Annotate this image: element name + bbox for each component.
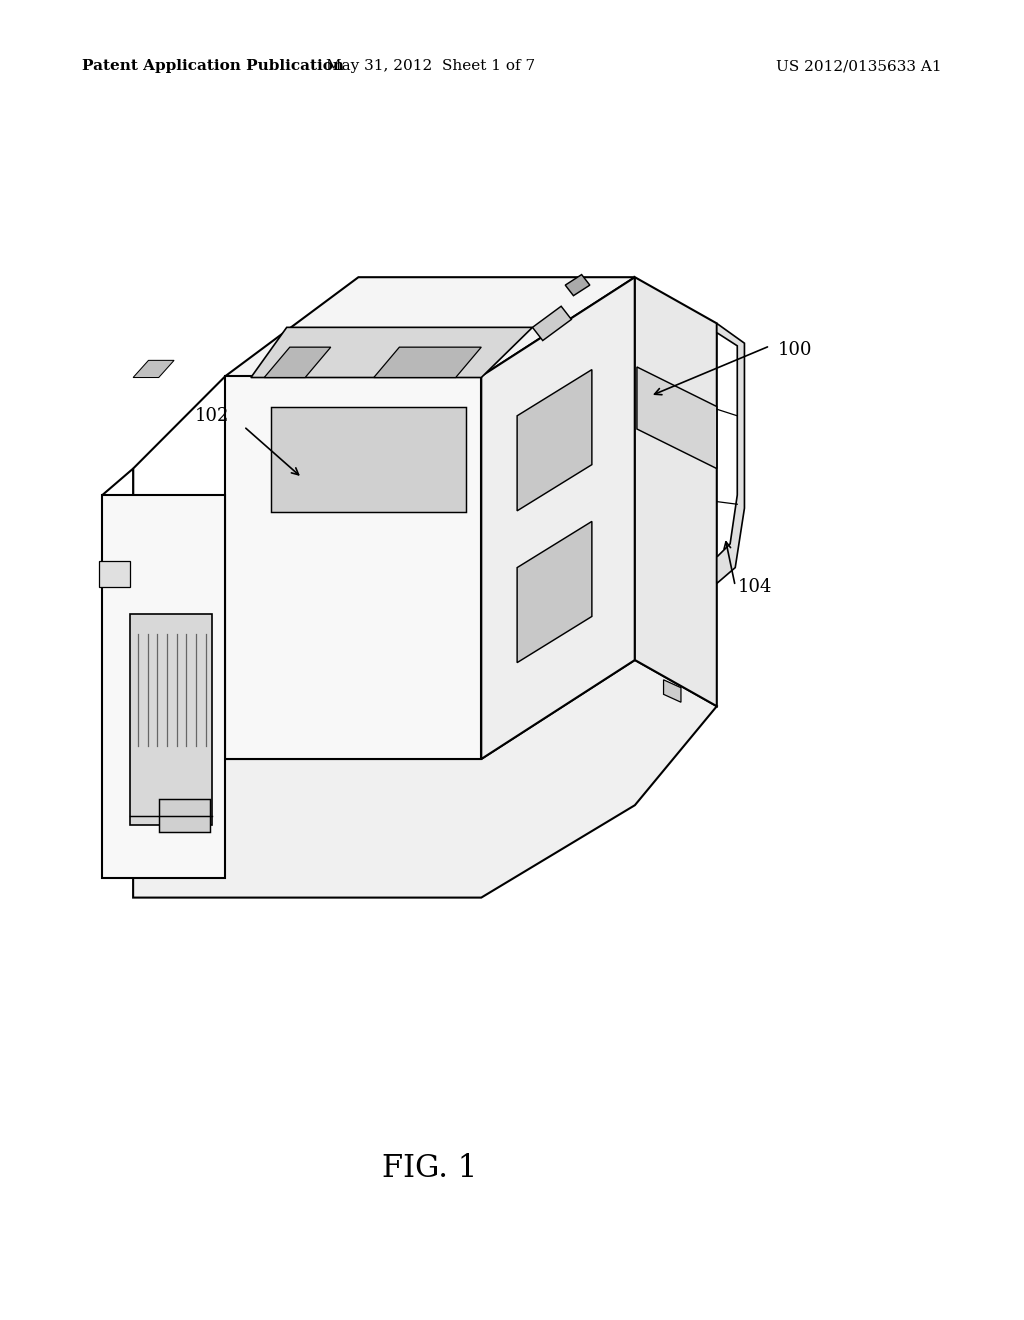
Polygon shape	[159, 799, 210, 832]
Polygon shape	[251, 327, 532, 378]
Text: FIG. 1: FIG. 1	[382, 1152, 478, 1184]
Polygon shape	[637, 367, 717, 469]
Polygon shape	[133, 660, 717, 898]
Text: 100: 100	[778, 341, 813, 359]
Polygon shape	[264, 347, 331, 378]
Polygon shape	[635, 277, 717, 706]
Polygon shape	[717, 323, 744, 583]
Text: May 31, 2012  Sheet 1 of 7: May 31, 2012 Sheet 1 of 7	[326, 59, 535, 74]
Polygon shape	[133, 376, 225, 851]
Polygon shape	[102, 495, 225, 878]
Polygon shape	[133, 360, 174, 378]
Polygon shape	[225, 376, 481, 759]
Polygon shape	[99, 561, 130, 587]
Polygon shape	[532, 306, 571, 341]
Polygon shape	[130, 614, 212, 825]
Polygon shape	[664, 680, 681, 702]
Text: 104: 104	[737, 578, 772, 597]
Polygon shape	[517, 370, 592, 511]
Polygon shape	[102, 469, 133, 878]
Polygon shape	[565, 275, 590, 296]
Polygon shape	[481, 277, 635, 759]
Polygon shape	[271, 407, 466, 512]
Polygon shape	[225, 277, 635, 376]
Polygon shape	[517, 521, 592, 663]
Text: US 2012/0135633 A1: US 2012/0135633 A1	[776, 59, 942, 74]
Text: 102: 102	[195, 407, 229, 425]
Text: Patent Application Publication: Patent Application Publication	[82, 59, 344, 74]
Polygon shape	[374, 347, 481, 378]
